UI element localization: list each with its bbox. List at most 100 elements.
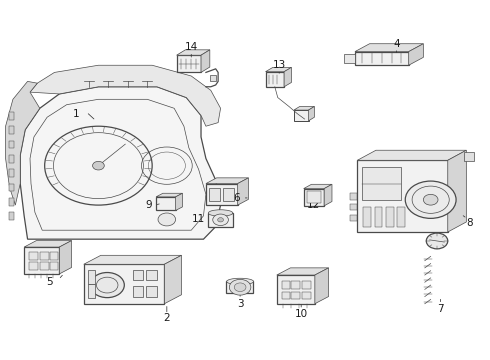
Polygon shape [20,87,221,239]
Polygon shape [266,67,292,72]
Polygon shape [357,150,466,160]
Circle shape [213,214,228,226]
Bar [282,292,291,300]
Polygon shape [277,268,329,275]
Polygon shape [448,150,466,232]
Ellipse shape [227,278,253,285]
Polygon shape [324,184,332,206]
Polygon shape [206,178,248,184]
Bar [147,270,157,280]
Polygon shape [304,189,324,206]
Polygon shape [277,275,315,304]
Circle shape [90,273,124,298]
Polygon shape [294,107,315,110]
Polygon shape [266,72,284,87]
Polygon shape [176,50,210,55]
Bar [8,112,14,120]
Bar [8,184,14,192]
Bar [464,152,474,161]
Circle shape [229,279,251,295]
Polygon shape [304,184,332,189]
Circle shape [423,194,438,205]
Bar [375,207,383,226]
Polygon shape [355,44,423,51]
Bar [49,262,58,270]
Text: 8: 8 [466,218,473,228]
Polygon shape [284,67,292,87]
Polygon shape [355,51,409,65]
Bar [29,252,38,260]
Text: 1: 1 [73,109,80,119]
Bar [226,282,253,293]
Bar [363,207,371,226]
Bar [49,252,58,260]
Bar [8,212,14,220]
Bar [88,284,96,298]
Bar [8,126,14,134]
Bar [302,281,311,289]
Bar [350,215,357,221]
Bar [386,207,394,226]
Text: 11: 11 [192,215,205,224]
Ellipse shape [208,210,233,216]
Polygon shape [59,240,72,274]
Bar [362,167,401,200]
Circle shape [158,213,175,226]
Polygon shape [175,193,182,211]
Polygon shape [201,50,210,72]
Polygon shape [24,240,72,247]
Polygon shape [176,55,201,72]
Bar [8,169,14,177]
Circle shape [218,218,223,222]
Bar [208,213,233,226]
Polygon shape [409,44,423,65]
Bar [350,193,357,200]
Bar [88,270,96,284]
Polygon shape [294,110,309,121]
Text: 13: 13 [272,60,286,70]
Text: 2: 2 [164,313,170,323]
Polygon shape [315,268,329,304]
Text: 14: 14 [185,42,198,52]
Polygon shape [84,264,164,304]
Bar [350,204,357,211]
Bar [40,262,49,270]
Bar [40,252,49,260]
Bar [397,207,405,226]
Bar [282,281,291,289]
Bar [222,188,234,201]
Polygon shape [5,81,40,205]
Circle shape [93,161,104,170]
Bar [8,140,14,148]
Text: 3: 3 [237,299,244,309]
Polygon shape [84,255,181,264]
Circle shape [426,233,448,249]
Text: 10: 10 [294,310,308,319]
Circle shape [405,181,456,219]
Text: 12: 12 [307,200,320,210]
Bar [8,198,14,206]
Text: 6: 6 [234,193,240,203]
Polygon shape [156,193,182,197]
Text: 7: 7 [437,304,444,314]
Bar [292,281,300,289]
Polygon shape [238,178,248,205]
Bar [210,75,216,81]
Bar [292,292,300,300]
Bar [307,192,321,203]
Bar [8,155,14,163]
Polygon shape [156,197,175,211]
Text: 4: 4 [393,39,400,49]
Polygon shape [309,107,315,121]
Bar [133,270,144,280]
Polygon shape [30,65,220,126]
Polygon shape [206,184,238,205]
Bar [344,54,355,63]
Bar [29,262,38,270]
Bar [302,292,311,300]
Bar [209,188,220,201]
Polygon shape [24,247,59,274]
Bar [147,286,157,297]
Text: 5: 5 [46,277,53,287]
Bar [133,286,144,297]
